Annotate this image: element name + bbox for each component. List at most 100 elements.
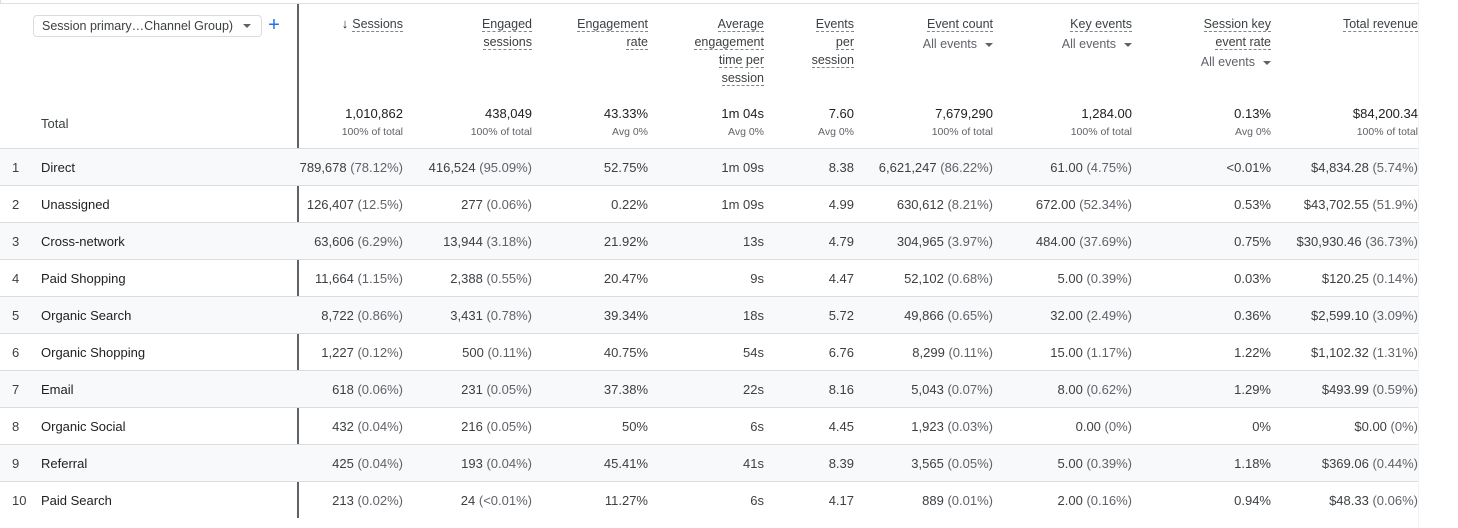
cell-percent: (<0.01%)	[478, 493, 532, 508]
cell-avgtime: 54s	[743, 345, 764, 360]
add-dimension-button[interactable]: +	[268, 14, 280, 36]
cell-value: 432	[332, 419, 354, 434]
row-index: 2	[12, 197, 20, 212]
cell-evcount: 3,565 (0.05%)	[911, 456, 993, 471]
cell-engaged: 277 (0.06%)	[461, 197, 532, 212]
cell-value: 5.72	[828, 308, 854, 323]
event-filter-dropdown[interactable]: All events	[1012, 35, 1132, 53]
column-header-engaged[interactable]: Engaged sessions	[422, 15, 532, 51]
column-header-evcount[interactable]: Event count All events	[873, 15, 993, 53]
table-row[interactable]: 5 Organic Search 8,722 (0.86%) 3,431 (0.78%…	[0, 296, 1418, 333]
column-header-line: sessions	[422, 33, 532, 51]
column-header-evps[interactable]: Events per session	[784, 15, 854, 69]
cell-value: 416,524	[428, 160, 476, 175]
cell-percent: (0.06%)	[486, 197, 532, 212]
column-header-line: per	[784, 33, 854, 51]
cell-value: 3,431	[450, 308, 483, 323]
column-header-skrate[interactable]: Session key event rate All events	[1161, 15, 1271, 71]
cell-revenue: $0.00 (0%)	[1354, 419, 1418, 434]
column-header-line: Events	[784, 15, 854, 33]
column-header-sessions[interactable]: ↓ Sessions	[293, 15, 403, 33]
cell-value: 2.00	[1057, 493, 1083, 508]
table-row[interactable]: 8 Organic Social 432 (0.04%) 216 (0.05%) 50%…	[0, 407, 1418, 444]
cell-engaged: 13,944 (3.18%)	[443, 234, 532, 249]
cell-keyev: 5.00 (0.39%)	[1058, 271, 1132, 286]
cell-keyev: 2.00 (0.16%)	[1058, 493, 1132, 508]
table-row[interactable]: 10 Paid Search 213 (0.02%) 24 (<0.01%) 11.27…	[0, 481, 1418, 518]
total-subtext: 100% of total	[931, 126, 993, 138]
cell-value: $0.00	[1354, 419, 1387, 434]
cell-revenue: $30,930.46 (36.73%)	[1297, 234, 1418, 249]
cell-value: 0%	[1252, 419, 1271, 434]
cell-value: 8,722	[321, 308, 354, 323]
cell-value: 213	[332, 493, 354, 508]
cell-percent: (0.68%)	[947, 271, 993, 286]
cell-avgtime: 9s	[750, 271, 764, 286]
row-channel-name: Paid Shopping	[41, 271, 126, 286]
cell-skrate: 0%	[1252, 419, 1271, 434]
cell-value: 15.00	[1050, 345, 1083, 360]
total-cell-evps: 7.60 Avg 0%	[784, 106, 854, 139]
cell-percent: (0.14%)	[1372, 271, 1418, 286]
total-value: 0.13%	[1234, 106, 1271, 121]
cell-value: 49,866	[904, 308, 944, 323]
column-header-avgtime[interactable]: Average engagement time per session	[674, 15, 764, 87]
cell-keyev: 672.00 (52.34%)	[1036, 197, 1132, 212]
column-header-text: Event count	[926, 17, 993, 32]
cell-value: 0.53%	[1234, 197, 1271, 212]
column-header-text: time per	[718, 53, 764, 68]
cell-keyev: 8.00 (0.62%)	[1058, 382, 1132, 397]
cell-keyev: 61.00 (4.75%)	[1050, 160, 1132, 175]
cell-value: 61.00	[1050, 160, 1083, 175]
row-index: 4	[12, 271, 20, 286]
cell-evcount: 6,621,247 (86.22%)	[879, 160, 993, 175]
table-row[interactable]: 3 Cross-network 63,606 (6.29%) 13,944 (3.18…	[0, 222, 1418, 259]
cell-value: 216	[461, 419, 483, 434]
table-row[interactable]: 1 Direct 789,678 (78.12%) 416,524 (95.09%) 5…	[0, 148, 1418, 185]
total-value: 7,679,290	[935, 106, 993, 121]
cell-skrate: 0.53%	[1234, 197, 1271, 212]
column-header-engrate[interactable]: Engagement rate	[558, 15, 648, 51]
event-filter-dropdown[interactable]: All events	[1161, 53, 1271, 71]
column-header-revenue[interactable]: Total revenue	[1298, 15, 1418, 33]
cell-percent: (0.11%)	[948, 345, 993, 360]
column-header-text: engagement	[694, 35, 764, 50]
cell-value: 13,944	[443, 234, 483, 249]
cell-percent: (2.49%)	[1086, 308, 1132, 323]
total-cell-revenue: $84,200.34 100% of total	[1298, 106, 1418, 139]
cell-value: 6s	[750, 493, 764, 508]
cell-percent: (86.22%)	[940, 160, 993, 175]
cell-skrate: 1.22%	[1234, 345, 1271, 360]
cell-value: 1,227	[321, 345, 354, 360]
cell-revenue: $43,702.55 (51.9%)	[1304, 197, 1418, 212]
cell-value: 5.00	[1057, 456, 1083, 471]
event-filter-dropdown[interactable]: All events	[873, 35, 993, 53]
table-row[interactable]: 2 Unassigned 126,407 (12.5%) 277 (0.06%) 0.2…	[0, 185, 1418, 222]
cell-percent: (0.12%)	[357, 345, 403, 360]
cell-engaged: 3,431 (0.78%)	[450, 308, 532, 323]
dimension-selector[interactable]: Session primary…Channel Group)	[33, 15, 262, 37]
cell-percent: (0.39%)	[1086, 456, 1132, 471]
cell-value: <0.01%	[1226, 160, 1271, 175]
table-row[interactable]: 7 Email 618 (0.06%) 231 (0.05%) 37.38% 22s 8.1…	[0, 370, 1418, 407]
cell-value: 24	[460, 493, 476, 508]
cell-value: 0.75%	[1234, 234, 1271, 249]
cell-avgtime: 1m 09s	[721, 197, 764, 212]
table-row[interactable]: 6 Organic Shopping 1,227 (0.12%) 500 (0.11%…	[0, 333, 1418, 370]
total-cell-engrate: 43.33% Avg 0%	[558, 106, 648, 139]
cell-percent: (0.04%)	[357, 456, 403, 471]
column-header-keyev[interactable]: Key events All events	[1012, 15, 1132, 53]
table-row[interactable]: 9 Referral 425 (0.04%) 193 (0.04%) 45.41% 41s…	[0, 444, 1418, 481]
cell-value: 500	[462, 345, 484, 360]
column-header-line: engagement	[674, 33, 764, 51]
event-filter-label: All events	[1061, 37, 1116, 51]
sort-descending-icon[interactable]: ↓	[341, 16, 349, 31]
cell-engrate: 11.27%	[605, 493, 648, 508]
cell-value: 32.00	[1050, 308, 1083, 323]
cell-value: 425	[332, 456, 354, 471]
row-channel-name: Paid Search	[41, 493, 112, 508]
scrollbar-track[interactable]	[1418, 0, 1458, 528]
cell-sessions: 126,407 (12.5%)	[307, 197, 403, 212]
column-header-line: Average	[674, 15, 764, 33]
table-row[interactable]: 4 Paid Shopping 11,664 (1.15%) 2,388 (0.55%…	[0, 259, 1418, 296]
